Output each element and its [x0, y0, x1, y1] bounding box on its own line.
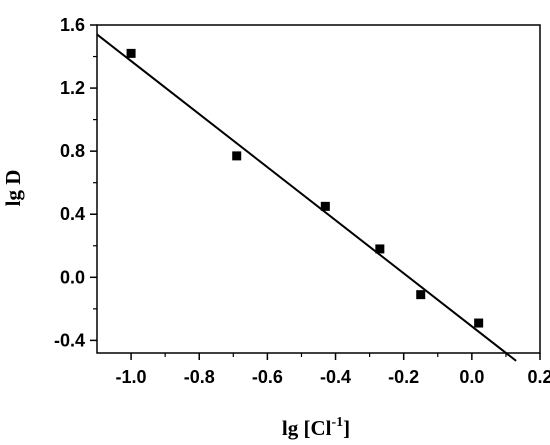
fit-line — [96, 33, 517, 362]
y-tick-label: -0.4 — [54, 330, 85, 350]
x-tick-label: 0.0 — [459, 367, 484, 387]
y-axis-title: lg D — [1, 170, 25, 207]
data-point — [416, 290, 426, 300]
x-tick-label: -1.0 — [116, 367, 147, 387]
data-point — [474, 318, 484, 328]
x-tick-label: -0.8 — [184, 367, 215, 387]
data-point — [232, 151, 242, 161]
y-tick-label: 1.6 — [60, 15, 85, 35]
data-point — [126, 48, 136, 58]
y-tick-label: 0.8 — [60, 141, 85, 161]
x-axis-title: lg [Cl-1] — [282, 415, 350, 440]
x-tick-label: 0.2 — [527, 367, 550, 387]
data-point — [320, 201, 330, 211]
x-tick-label: -0.4 — [320, 367, 351, 387]
y-tick-label: 0.4 — [60, 204, 85, 224]
data-point — [375, 244, 385, 254]
y-tick-label: 1.2 — [60, 78, 85, 98]
plot-area: -1.0 -0.8 -0.6 -0.4 -0.2 0.0 0.2 -0.4 0.0 0.4 0.8 1… — [54, 15, 550, 387]
x-tick-label: -0.6 — [252, 367, 283, 387]
plot-frame — [96, 24, 541, 354]
x-tick-label: -0.2 — [388, 367, 419, 387]
y-tick-label: 0.0 — [60, 267, 85, 287]
